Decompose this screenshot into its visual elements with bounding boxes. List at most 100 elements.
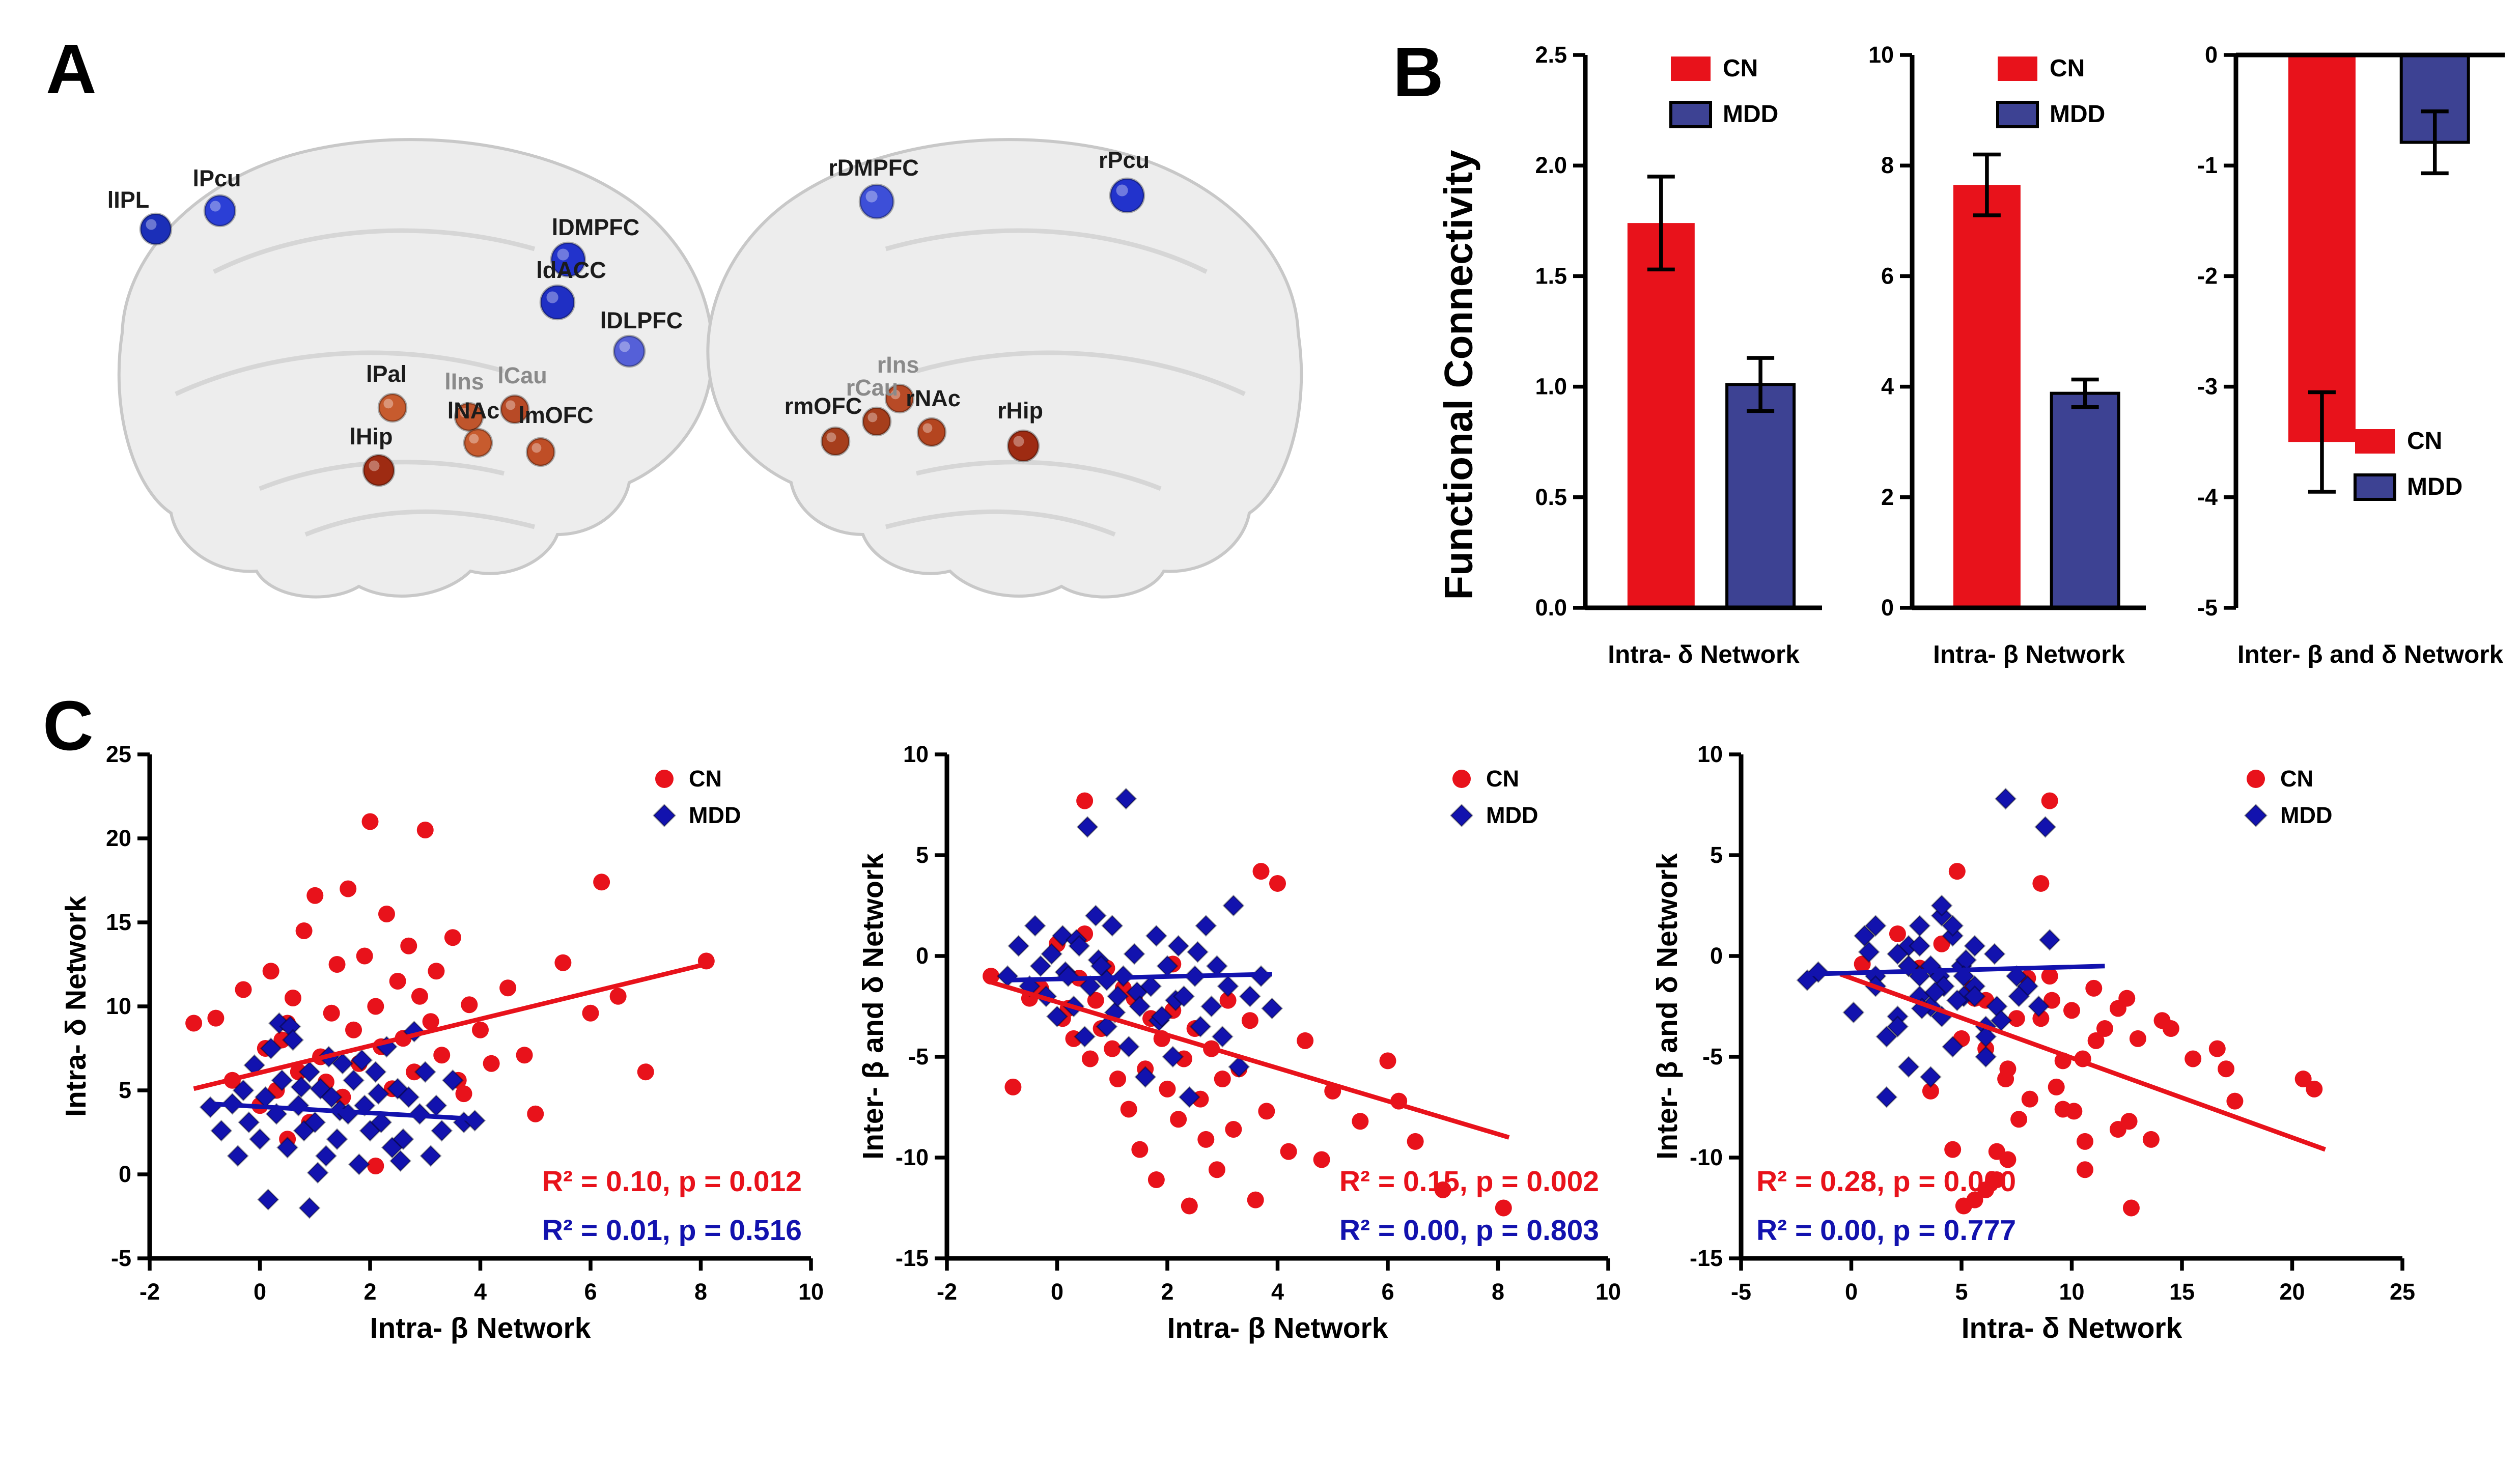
cn-point (290, 1063, 307, 1081)
mdd-point (367, 1082, 389, 1105)
cn-point (2096, 1020, 2113, 1037)
mdd-point (1189, 1015, 1212, 1038)
cn-point (1247, 1191, 1264, 1208)
cn-point (1999, 1060, 2017, 1078)
brain-node-rCau (861, 406, 892, 437)
cn-point (262, 963, 279, 980)
chart-text: 0 (1881, 595, 1894, 621)
mdd-point (1853, 924, 1876, 947)
cn-point (411, 988, 428, 1005)
mdd-point (1068, 935, 1090, 957)
cn-point (340, 880, 357, 897)
mdd-point (1134, 1065, 1157, 1088)
legend-swatch-CN (1998, 57, 2037, 81)
cn-point (1379, 1052, 1396, 1070)
mdd-point (282, 1029, 304, 1051)
node-highlight (1013, 436, 1024, 447)
chart-text: 2 (363, 1279, 376, 1305)
mdd-point (210, 1119, 233, 1142)
mdd-point (1858, 941, 1880, 963)
cn-point (2043, 992, 2061, 1009)
mdd-point (1875, 1025, 1898, 1048)
mdd-point (370, 1111, 393, 1134)
chart-text: lPcu (192, 165, 241, 191)
chart-text: rNAc (906, 385, 961, 411)
brain-node-lCau (499, 394, 530, 425)
chart-text: 10 (106, 993, 131, 1019)
mdd-point (351, 1049, 373, 1072)
cn-point (378, 906, 395, 922)
mdd-point (1975, 1025, 1997, 1048)
chart-text: 5 (119, 1077, 131, 1103)
chart-text: lCau (497, 362, 547, 388)
mdd-point (298, 1061, 321, 1083)
scatter-intrabeta-vs-intradelta: -2 0 2 4 6 8 10 -5 0 5 10 15 20 25 R² = 0.10, p = 0.01… (61, 741, 824, 1344)
chart-text: rDMPFC (828, 155, 919, 181)
chart-text: R² = 0.00, p = 0.777 (1756, 1214, 2016, 1247)
chart-text: Inter- β and δ Network (858, 853, 889, 1160)
cn-point (582, 1004, 599, 1022)
cn-point (235, 981, 252, 998)
brain-node-rNAc (916, 417, 947, 447)
cn-point (400, 937, 417, 954)
brain-node-rmOFC (820, 426, 851, 457)
chart-text: 1.5 (1535, 263, 1567, 289)
cn-point (334, 1088, 351, 1106)
cn-point (609, 988, 627, 1005)
chart-text: -5 (1702, 1044, 1723, 1070)
chart-text: 20 (106, 825, 131, 851)
cn-point (1214, 1071, 1231, 1088)
mdd-point (389, 1149, 412, 1172)
cn-point (499, 979, 517, 997)
cn-point (2208, 1040, 2226, 1057)
cn-point (483, 1055, 500, 1072)
chart-text: MDD (2050, 101, 2105, 128)
mdd-point (1195, 914, 1217, 937)
node-highlight (865, 190, 878, 203)
cn-point (1889, 925, 1906, 942)
chart-text: 6 (584, 1279, 597, 1305)
mdd-point (1096, 1015, 1118, 1038)
node-highlight (867, 412, 878, 423)
cn-point (461, 996, 478, 1014)
mdd-point (1123, 943, 1145, 965)
chart-text: 0 (1710, 943, 1723, 969)
chart-text: Intra- β Network (370, 1312, 591, 1344)
legend-swatch-MDD (1669, 101, 1712, 128)
panel-a-label: A (46, 29, 97, 108)
cn-point (516, 1047, 533, 1064)
mdd-point (425, 1094, 447, 1117)
mdd-point (2034, 815, 2057, 838)
bar-chart-intra-beta: 0 2 4 6 8 10 CN MDD Intra- β Network (1868, 42, 2146, 668)
cn-point (1147, 1171, 1165, 1189)
chart-text: 10 (798, 1279, 824, 1305)
mdd-point (1930, 894, 1953, 917)
mdd-point (1449, 803, 1474, 828)
chart-text: -5 (908, 1044, 929, 1070)
cn-point (1104, 1040, 1121, 1057)
cn-fit-line (193, 960, 713, 1091)
cn-point (1252, 863, 1270, 880)
mdd-point (1084, 905, 1107, 927)
mdd-point (1909, 935, 1931, 957)
mdd-point (1172, 985, 1195, 1007)
cn-point (2122, 1199, 2140, 1217)
brain-node-lIPL (139, 212, 173, 246)
scatter-intrabeta-vs-inter: -2 0 2 4 6 8 10 -15 -10 -5 0 5 10 R² = 0.15, p = 0.00… (858, 741, 1621, 1344)
cn-point (1948, 863, 1966, 880)
node-highlight (557, 248, 569, 261)
mdd-point (1115, 787, 1137, 810)
brain-node-rDMPFC (858, 183, 895, 220)
chart-text: -15 (895, 1245, 929, 1271)
chart-text: 10 (1595, 1279, 1621, 1305)
cn-point (1434, 1181, 1451, 1198)
chart-text: -15 (1690, 1245, 1723, 1271)
chart-text: rIns (877, 352, 919, 378)
mdd-point (1029, 955, 1052, 977)
cn-point (2294, 1071, 2312, 1088)
chart-text: -2 (139, 1279, 160, 1305)
mdd-point (298, 1197, 321, 1219)
mdd-point (1942, 914, 1964, 937)
chart-text: 0.5 (1535, 484, 1567, 510)
chart-text: 2.5 (1535, 42, 1567, 68)
